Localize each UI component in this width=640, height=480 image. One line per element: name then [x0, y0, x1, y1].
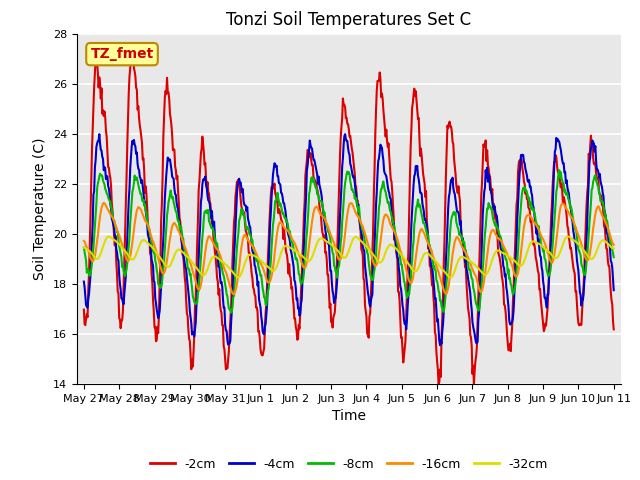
- Text: TZ_fmet: TZ_fmet: [90, 47, 154, 61]
- X-axis label: Time: Time: [332, 409, 366, 423]
- Legend: -2cm, -4cm, -8cm, -16cm, -32cm: -2cm, -4cm, -8cm, -16cm, -32cm: [145, 453, 553, 476]
- Y-axis label: Soil Temperature (C): Soil Temperature (C): [33, 138, 47, 280]
- Title: Tonzi Soil Temperatures Set C: Tonzi Soil Temperatures Set C: [226, 11, 472, 29]
